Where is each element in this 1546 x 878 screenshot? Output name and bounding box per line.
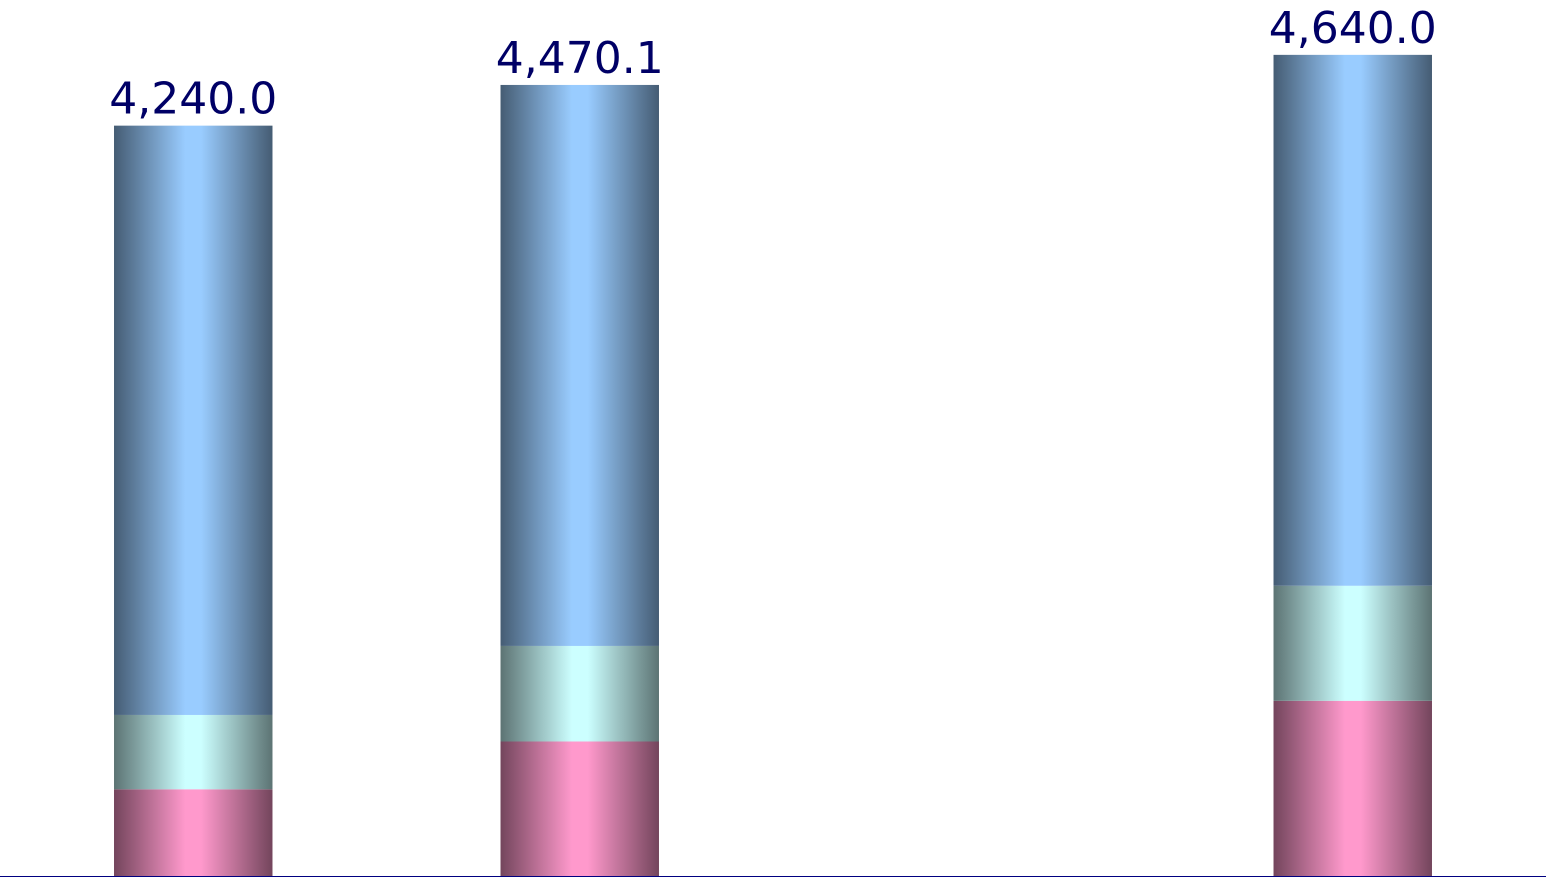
bar-segment <box>1273 585 1432 701</box>
bar-segment <box>114 125 273 715</box>
bar-segment <box>500 645 659 742</box>
total-label: 4,240.0 <box>109 74 277 125</box>
bar-segment <box>500 84 659 646</box>
total-label: 4,640.0 <box>1269 3 1437 54</box>
bar-segment <box>500 741 659 876</box>
bar-segment <box>1273 700 1432 876</box>
bar-segment <box>1273 54 1432 586</box>
bar-segment <box>114 714 273 790</box>
total-label: 4,470.1 <box>496 33 664 84</box>
bar-segment <box>114 789 273 876</box>
